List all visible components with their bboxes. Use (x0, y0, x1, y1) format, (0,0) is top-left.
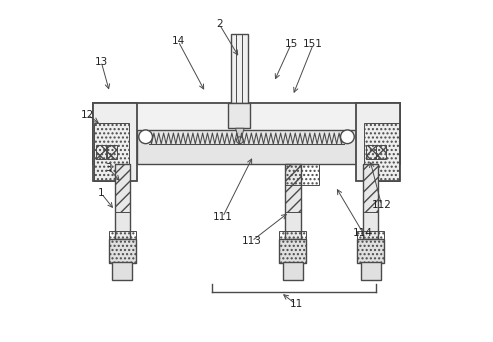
Text: 111: 111 (212, 212, 233, 222)
Bar (364, 123, 399, 181)
Polygon shape (236, 128, 244, 137)
Bar (280, 239, 306, 263)
Text: 3: 3 (105, 162, 111, 173)
Text: 113: 113 (242, 236, 262, 246)
Bar (357, 231, 384, 263)
Bar (363, 164, 378, 239)
Bar (356, 103, 400, 181)
Bar (285, 164, 319, 185)
Circle shape (139, 130, 152, 144)
Bar (109, 239, 136, 263)
Bar (112, 262, 132, 280)
Bar (376, 145, 386, 159)
Bar (285, 164, 301, 239)
Bar (107, 145, 117, 159)
Bar (365, 145, 376, 159)
Text: 15: 15 (284, 39, 298, 50)
Bar (231, 34, 248, 103)
Circle shape (341, 130, 354, 144)
Bar (228, 103, 250, 128)
Bar (285, 164, 301, 212)
Text: 11: 11 (289, 299, 303, 310)
Text: 151: 151 (303, 39, 323, 50)
Text: 2: 2 (216, 19, 222, 29)
Bar (357, 239, 384, 263)
Bar (115, 164, 130, 212)
Text: 114: 114 (353, 227, 373, 238)
Bar (361, 262, 381, 280)
Bar (93, 103, 137, 181)
Bar (363, 164, 378, 212)
Bar (109, 231, 136, 263)
Bar (283, 262, 303, 280)
Bar (115, 164, 130, 239)
Text: 12: 12 (81, 109, 94, 120)
Bar (94, 123, 129, 181)
Text: 13: 13 (95, 56, 108, 67)
Text: 1: 1 (98, 188, 105, 198)
Bar (93, 103, 400, 164)
Bar (280, 231, 306, 263)
Text: 14: 14 (172, 36, 185, 46)
Circle shape (237, 137, 243, 144)
Text: 112: 112 (372, 200, 391, 210)
Bar (96, 145, 106, 159)
Bar (137, 130, 356, 164)
